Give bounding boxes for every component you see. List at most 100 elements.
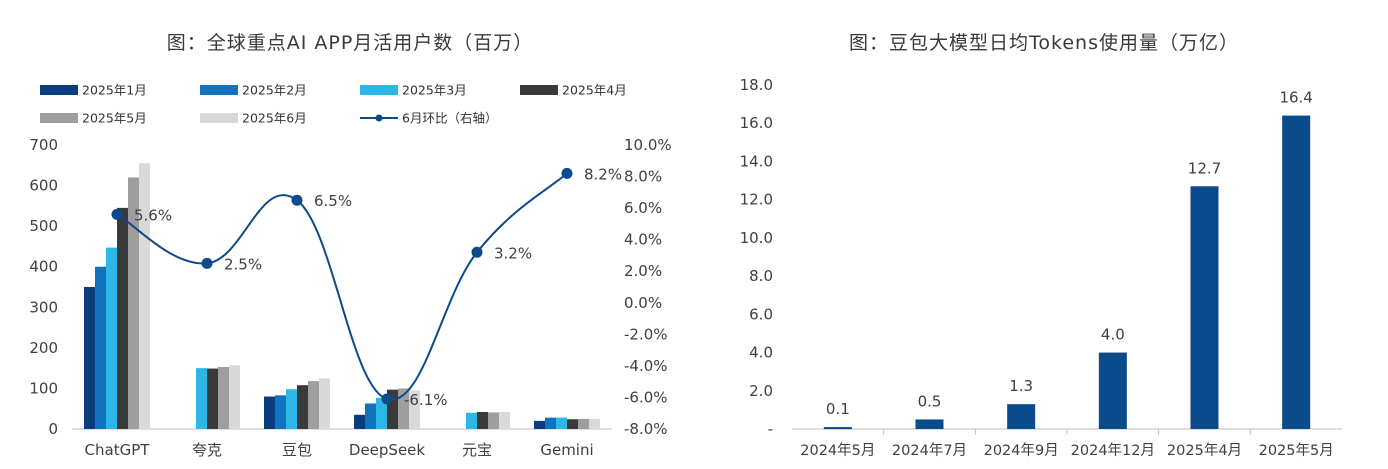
y-right-tick-label: 8.0%: [624, 168, 662, 186]
x-tick-label: DeepSeek: [349, 441, 426, 459]
bar: [106, 247, 117, 429]
bar: [376, 397, 387, 429]
y-tick-label: 12.0: [740, 191, 773, 209]
bar: [477, 411, 488, 429]
bar: [1007, 404, 1036, 429]
x-tick-label: 2025年5月: [1259, 442, 1334, 459]
y-tick-label: 10.0: [740, 229, 773, 247]
legend-swatch: [200, 85, 238, 95]
legend-swatch: [40, 85, 78, 95]
data-label: 4.0: [1101, 326, 1125, 344]
bar: [534, 420, 545, 429]
bar: [95, 266, 106, 429]
bar: [578, 418, 589, 429]
mom-label: -6.1%: [404, 391, 448, 409]
bar: [499, 411, 510, 429]
y-tick-label: 14.0: [740, 152, 773, 170]
mom-point: [291, 194, 303, 206]
bar: [218, 366, 229, 429]
data-label: 16.4: [1279, 89, 1312, 107]
x-tick-label: 2025年4月: [1167, 442, 1242, 459]
mom-point: [201, 257, 213, 269]
y-tick-label: -: [768, 420, 773, 438]
bar: [319, 378, 330, 429]
bar: [207, 368, 218, 429]
y-tick-label: 6.0: [749, 305, 773, 323]
bar: [823, 427, 852, 430]
legend-swatch: [520, 85, 558, 95]
mom-label: 8.2%: [584, 165, 622, 183]
x-tick-label: 2024年12月: [1071, 442, 1155, 459]
bar: [308, 381, 319, 429]
tokens-chart: 图：豆包大模型日均Tokens使用量（万亿） - 2.0 4.0 6.0 8.0 10.0…: [700, 0, 1388, 465]
y-right-tick-label: 2.0%: [624, 262, 662, 280]
bar: [196, 368, 207, 429]
tokens-chart-title: 图：豆包大模型日均Tokens使用量（万亿）: [849, 32, 1239, 54]
y-left-tick-label: 600: [29, 177, 58, 195]
bar: [128, 177, 139, 429]
legend-label: 2025年4月: [562, 83, 627, 98]
bar: [365, 403, 376, 429]
bar: [286, 389, 297, 429]
mom-label: 5.6%: [134, 206, 172, 224]
legend-swatch: [40, 113, 78, 123]
x-tick-label: 2024年5月: [800, 442, 875, 459]
x-tick-label: 夸克: [192, 441, 222, 459]
data-label: 1.3: [1009, 377, 1033, 395]
legend-label: 2025年2月: [242, 83, 307, 98]
mom-point: [471, 246, 483, 258]
bar: [556, 417, 567, 429]
bar: [567, 419, 578, 429]
mom-point: [111, 208, 123, 220]
data-label: 0.1: [826, 400, 850, 418]
mau-chart-svg: 2025年1月 2025年2月 2025年3月 2025年4月 2025年5月 2025年…: [29, 83, 672, 460]
y-left-tick-label: 100: [29, 379, 58, 397]
mom-point: [561, 167, 573, 179]
y-left-tick-label: 200: [29, 339, 58, 357]
bar: [264, 396, 275, 429]
bar: [1282, 115, 1311, 430]
bar: [354, 414, 365, 429]
bar: [1098, 352, 1127, 429]
x-tick-label: 2024年7月: [892, 442, 967, 459]
y-tick-label: 4.0: [749, 344, 773, 362]
x-tick-label: Gemini: [540, 441, 593, 459]
bar: [229, 365, 240, 429]
y-right-tick-label: 4.0%: [624, 231, 662, 249]
bar: [915, 419, 944, 429]
legend-label: 2025年5月: [82, 111, 147, 126]
legend-label: 2025年1月: [82, 83, 147, 98]
y-right-tick-label: 6.0%: [624, 199, 662, 217]
y-tick-label: 2.0: [749, 382, 773, 400]
bar: [297, 385, 308, 429]
y-left-tick-label: 300: [29, 298, 58, 316]
data-label: 0.5: [918, 392, 942, 410]
legend-marker: [375, 114, 383, 122]
bar: [398, 388, 409, 429]
bar: [139, 163, 150, 429]
x-tick-label: 元宝: [462, 441, 492, 459]
mau-chart-title: 图：全球重点AI APP月活用户数（百万）: [166, 32, 534, 54]
legend-swatch: [200, 113, 238, 123]
mau-chart: 图：全球重点AI APP月活用户数（百万） 2025年1月 2025年2月 2025…: [29, 32, 672, 460]
data-label: 12.7: [1188, 159, 1221, 177]
y-right-tick-label: -4.0%: [624, 357, 668, 375]
bar: [545, 417, 556, 429]
x-tick-label: ChatGPT: [85, 441, 151, 459]
legend-label: 6月环比（右轴）: [402, 111, 497, 126]
y-tick-label: 16.0: [740, 114, 773, 132]
x-tick-label: 2024年9月: [984, 442, 1059, 459]
mom-label: 3.2%: [494, 244, 532, 262]
y-left-tick-label: 500: [29, 217, 58, 235]
mom-point: [381, 393, 393, 405]
y-tick-label: 8.0: [749, 267, 773, 285]
tokens-chart-svg: - 2.0 4.0 6.0 8.0 10.0 12.0 14.0 16.0 18.0 0.1 2024…: [740, 76, 1342, 459]
bar: [84, 287, 95, 429]
y-right-tick-label: 10.0%: [624, 136, 672, 154]
bar: [1190, 186, 1219, 429]
bar: [466, 412, 477, 429]
legend-label: 2025年6月: [242, 111, 307, 126]
y-tick-label: 18.0: [740, 76, 773, 94]
mom-label: 6.5%: [314, 192, 352, 210]
y-left-tick-label: 400: [29, 258, 58, 276]
